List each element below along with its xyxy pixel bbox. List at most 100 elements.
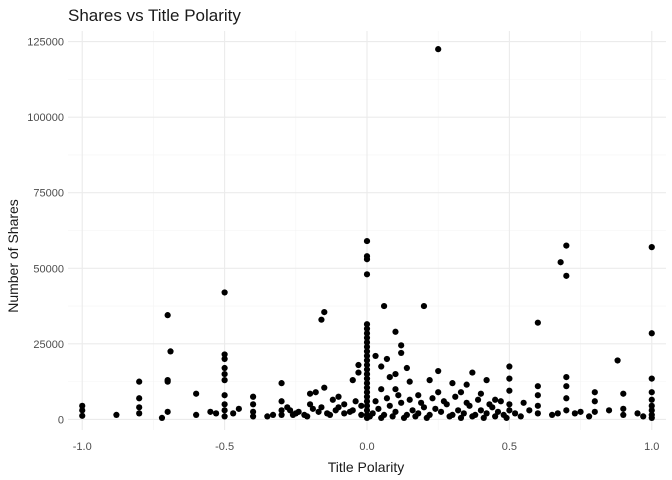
data-point [363,407,371,414]
data-point [392,386,399,393]
data-point [418,399,425,406]
data-point [324,410,331,417]
data-point [136,378,143,385]
data-point [221,413,228,420]
data-point [620,390,627,397]
data-point [591,408,598,415]
data-point [400,414,408,422]
x-tick-label: 0.5 [502,441,517,453]
data-point [477,407,485,414]
data-point [136,404,143,411]
data-point [420,302,428,310]
data-point [363,398,371,405]
x-tick-label: -0.5 [215,441,234,453]
data-point [634,410,641,417]
data-point [412,413,419,420]
data-point [423,414,430,422]
data-point [79,407,86,414]
data-point [363,389,371,396]
data-point [469,369,476,376]
data-point [221,355,228,363]
data-point [395,392,402,399]
y-axis-ticks: 0 25000 50000 75000 100000 125000 [27,37,64,427]
data-point [452,393,459,400]
data-point [363,339,371,346]
data-point [648,330,655,337]
data-point [341,401,348,408]
data-point [249,401,257,408]
data-point [378,386,385,393]
data-point [614,357,621,364]
data-point [355,369,362,376]
y-axis-title: Number of Shares [5,199,21,313]
data-point [221,289,228,296]
data-point [563,242,570,249]
data-point [392,408,399,415]
data-point [506,387,513,394]
data-point [193,411,200,418]
data-point [446,413,453,420]
data-point [363,393,371,400]
data-point [278,411,285,418]
data-point [164,408,171,415]
data-point [557,259,564,266]
data-point [435,367,442,375]
x-tick-label: 1.0 [644,441,659,453]
data-point [386,374,393,381]
data-point [378,363,385,370]
data-point [363,366,371,373]
data-point [463,381,470,388]
y-tick-label: 125000 [27,37,64,49]
data-point [455,407,462,414]
data-point [235,405,242,412]
data-point [534,410,541,417]
data-point [167,348,174,355]
data-point [586,413,593,420]
data-point [221,407,228,414]
data-point [221,351,228,358]
data-point [221,370,228,378]
data-point [264,413,271,420]
data-point [392,328,399,335]
data-point [363,271,371,278]
data-point [349,377,356,384]
data-point [309,405,316,412]
data-point [383,355,391,363]
data-point [563,272,570,279]
data-point [136,410,143,417]
data-point [79,402,86,409]
data-point [335,393,342,400]
data-point [403,364,410,372]
data-point [620,411,627,418]
data-point [648,396,655,403]
data-point [577,408,584,415]
data-point [363,384,371,391]
data-point [358,402,365,409]
data-point [278,380,285,387]
data-point [526,407,533,414]
data-point [341,410,348,417]
data-point [79,412,86,419]
data-point [648,402,655,409]
data-point [289,411,297,418]
data-point [221,364,228,372]
data-point [426,377,433,384]
data-point [506,375,513,382]
data-point [321,384,328,391]
data-point [506,363,513,370]
data-point [534,383,541,390]
data-point [648,375,655,382]
data-point [432,405,439,412]
data-point [563,383,570,390]
data-point [249,413,257,420]
data-point [113,411,120,418]
data-point [221,377,228,384]
data-point [164,378,171,385]
data-point [363,348,371,355]
data-point [207,408,214,415]
data-point [315,408,322,415]
data-point [406,396,413,403]
data-point [304,413,311,420]
data-point [648,389,655,396]
